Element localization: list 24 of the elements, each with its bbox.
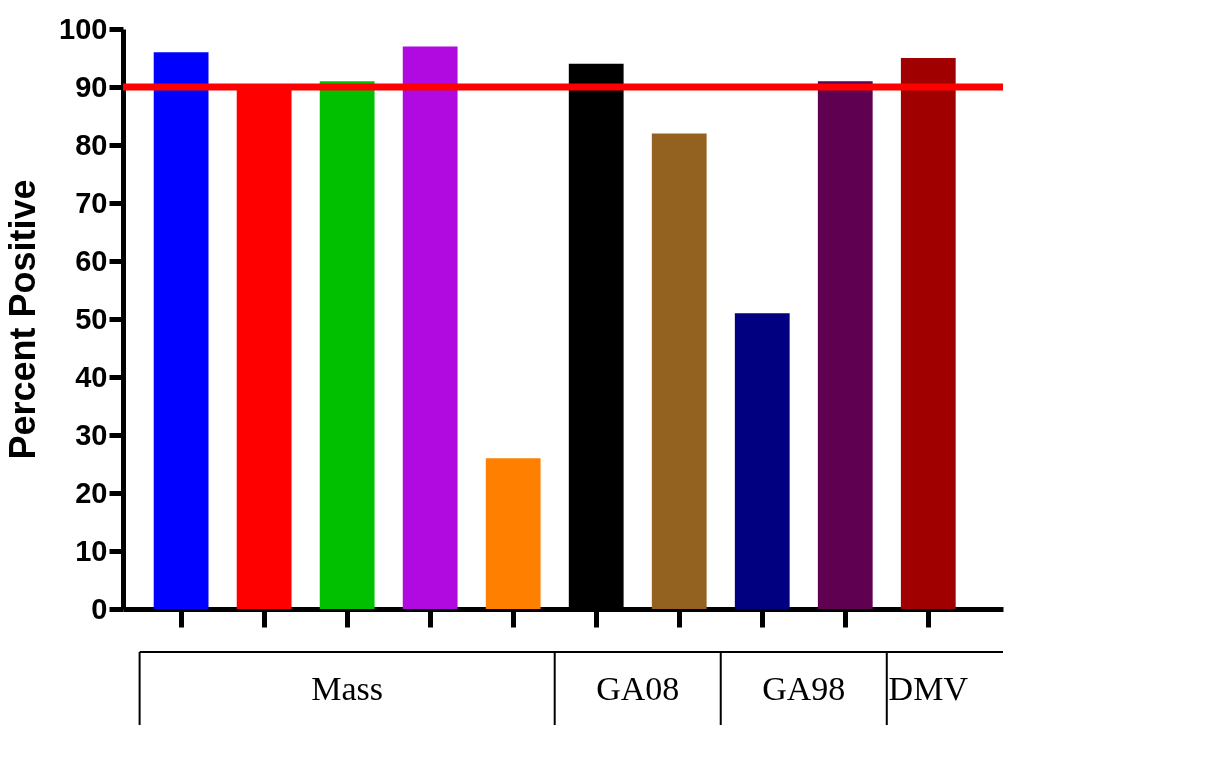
bar <box>817 81 873 609</box>
y-tick-label: 40 <box>75 360 108 393</box>
y-tick-label: 20 <box>75 476 108 509</box>
y-tick-label: 50 <box>75 302 108 335</box>
y-tick-label: 80 <box>75 128 108 161</box>
text: GA08 <box>596 670 680 707</box>
bar <box>651 133 707 609</box>
bar <box>319 81 375 609</box>
bar <box>485 458 541 609</box>
y-tick-label: 90 <box>75 70 108 103</box>
y-tick-label: 30 <box>75 418 108 451</box>
bar <box>734 313 790 609</box>
bar <box>402 46 458 609</box>
bar <box>900 58 956 609</box>
y-tick-label: 60 <box>75 244 108 277</box>
y-tick-label: 70 <box>75 186 108 219</box>
text: DMV <box>888 670 969 707</box>
y-axis-title: Percent Positive <box>2 179 44 460</box>
bar <box>153 52 209 609</box>
text: GA98 <box>762 670 846 707</box>
y-tick-label: 10 <box>75 534 108 567</box>
y-tick-label: 100 <box>59 12 108 45</box>
y-tick-label: 0 <box>91 592 108 625</box>
text: Mass <box>311 670 384 707</box>
